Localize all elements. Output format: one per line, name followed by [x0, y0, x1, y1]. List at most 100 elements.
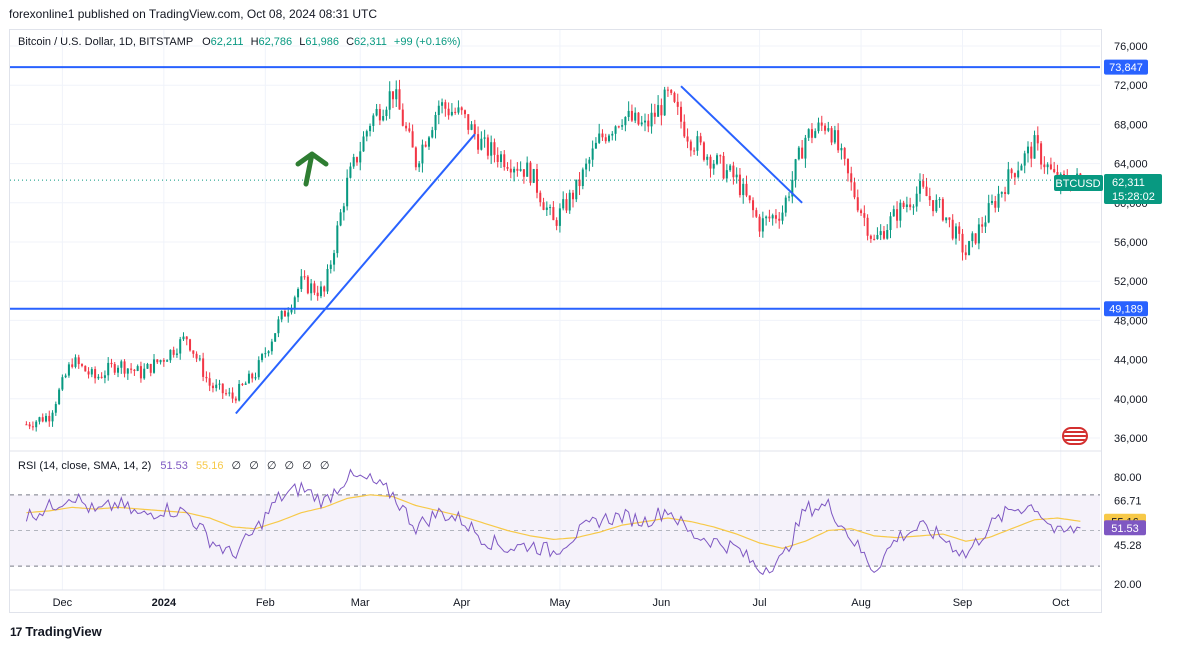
candle	[902, 202, 905, 207]
candle	[414, 147, 417, 168]
candle	[922, 180, 925, 187]
candle	[447, 108, 450, 116]
na-value: ∅	[231, 460, 242, 472]
candle	[843, 148, 846, 159]
candle	[565, 199, 568, 211]
candle	[355, 157, 358, 163]
candle	[130, 368, 133, 370]
candle	[1053, 169, 1056, 173]
candle	[585, 163, 588, 170]
candle	[932, 200, 935, 212]
x-tick-label: Jul	[753, 597, 767, 609]
candle	[686, 136, 689, 142]
candle	[954, 226, 957, 239]
candle	[634, 112, 637, 121]
candle	[558, 208, 561, 226]
candle	[575, 179, 578, 200]
candle	[185, 336, 188, 340]
rsi-line	[25, 468, 1081, 576]
candle	[228, 392, 231, 394]
candle	[349, 166, 352, 178]
green-arrow-icon	[295, 151, 329, 187]
candle	[25, 424, 28, 426]
x-tick-label: Jun	[653, 597, 671, 609]
candle	[319, 286, 322, 297]
candle	[94, 369, 97, 379]
candle	[621, 125, 624, 127]
candle	[162, 360, 165, 362]
candle	[117, 367, 120, 373]
rsi-legend[interactable]: RSI (14, close, SMA, 14, 2) 51.53 55.16 …	[18, 459, 329, 472]
candle	[388, 91, 391, 110]
candle	[333, 253, 336, 265]
rsi-value-tag-bg	[1104, 520, 1146, 536]
candle	[742, 183, 745, 196]
candle	[231, 392, 234, 399]
candle	[342, 206, 345, 213]
candle	[490, 142, 493, 156]
candle	[336, 225, 339, 254]
us-flag-icon[interactable]	[1062, 427, 1088, 445]
candle	[378, 108, 381, 121]
candle	[398, 89, 401, 110]
candle	[617, 126, 620, 128]
candle	[270, 341, 273, 352]
candle	[637, 112, 640, 125]
candle	[860, 210, 863, 214]
x-tick-label: 2024	[152, 597, 177, 609]
candle	[958, 226, 961, 234]
high-label: H	[250, 36, 259, 48]
candle	[195, 353, 198, 359]
candle	[1013, 173, 1016, 178]
rsi-value: 51.53	[160, 460, 188, 472]
candle	[964, 252, 967, 256]
candle	[113, 364, 116, 373]
chart-frame[interactable]	[9, 29, 1102, 613]
candle	[395, 89, 398, 100]
rsi-pane	[10, 468, 1100, 576]
candle	[716, 155, 719, 164]
candle	[990, 201, 993, 204]
candle	[539, 192, 542, 203]
candle	[303, 276, 306, 278]
candle	[810, 129, 813, 138]
candle	[611, 133, 614, 136]
candle	[326, 268, 329, 292]
candle	[208, 378, 211, 386]
footer-brand[interactable]: 17 TradingView	[10, 624, 102, 639]
candle	[306, 276, 309, 294]
candle	[391, 91, 394, 100]
candle	[126, 368, 129, 374]
candle	[1030, 146, 1033, 159]
candle	[1010, 169, 1013, 174]
candle	[971, 233, 974, 242]
y-tick-label: 48,000	[1114, 315, 1148, 327]
candle	[948, 217, 951, 220]
y-tick-label: 44,000	[1114, 355, 1148, 367]
candle	[945, 217, 948, 221]
candle	[107, 362, 110, 376]
candle	[175, 353, 178, 355]
candle	[729, 165, 732, 171]
candle	[457, 107, 460, 113]
candle	[732, 165, 735, 178]
candle	[630, 110, 633, 121]
axes: 76,00072,00068,00064,00060,00056,00052,0…	[10, 41, 1148, 609]
candle	[935, 199, 938, 212]
y-tick-label: 68,000	[1114, 119, 1148, 131]
close-label: C	[346, 36, 355, 48]
candle	[480, 138, 483, 150]
candle	[578, 179, 581, 187]
symbol-legend[interactable]: Bitcoin / U.S. Dollar, 1D, BITSTAMP O62,…	[18, 36, 461, 48]
candle	[545, 207, 548, 210]
na-value: ∅	[284, 460, 295, 472]
last-price-tag: 62,311	[1112, 177, 1145, 189]
x-tick-label: Apr	[453, 597, 470, 609]
candle	[136, 366, 139, 371]
candle	[666, 89, 669, 91]
candle	[28, 424, 31, 427]
candle	[588, 159, 591, 164]
candle	[712, 163, 715, 169]
candle	[814, 131, 817, 138]
